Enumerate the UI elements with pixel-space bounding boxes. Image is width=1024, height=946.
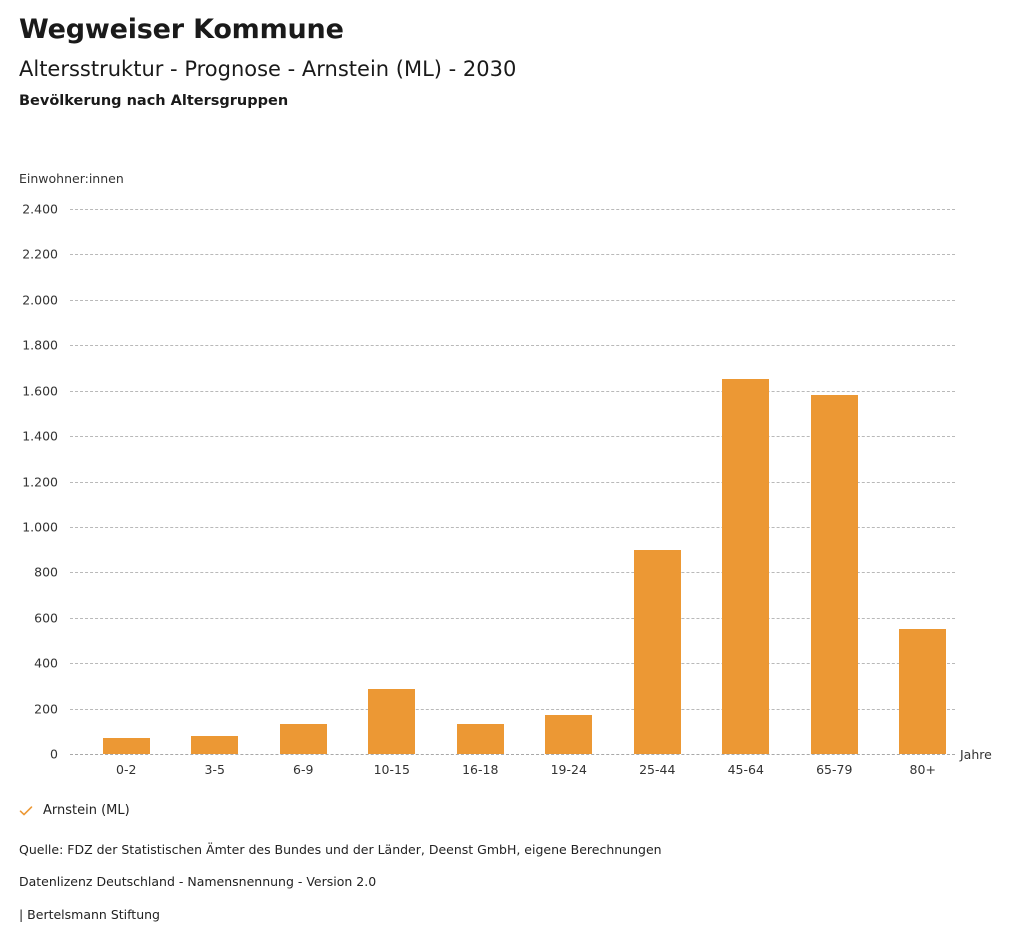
bar-80+[interactable] xyxy=(899,629,947,754)
y-axis-tick-label: 1.400 xyxy=(22,428,58,444)
bar-10-15[interactable] xyxy=(368,689,416,754)
check-icon xyxy=(19,805,33,815)
bar-3-5[interactable] xyxy=(191,735,239,754)
gridline xyxy=(70,617,955,619)
y-axis-tick-label: 1.800 xyxy=(22,337,58,353)
gridline xyxy=(70,390,955,392)
gridline xyxy=(70,481,955,483)
x-axis-tick-label: 25-44 xyxy=(639,762,676,777)
y-axis-tick-label: 1.600 xyxy=(22,383,58,399)
bar-19-24[interactable] xyxy=(545,715,593,754)
gridline xyxy=(70,345,955,347)
x-axis-tick-label: 65-79 xyxy=(816,762,853,777)
gridline xyxy=(70,209,955,210)
y-axis-unit-label: Einwohner:innen xyxy=(19,171,124,186)
y-axis-tick-label: 1.200 xyxy=(22,474,58,489)
y-axis-tick-label: 2.200 xyxy=(22,246,58,262)
x-axis-tick-label: 3-5 xyxy=(204,762,225,777)
footer-publisher: | Bertelsmann Stiftung xyxy=(19,906,160,922)
legend-item-label: Arnstein (ML) xyxy=(43,803,130,818)
gridline xyxy=(70,254,955,256)
bar-16-18[interactable] xyxy=(456,724,504,754)
page-title: Wegweiser Kommune xyxy=(19,14,344,45)
gridline xyxy=(70,572,955,574)
chart-header: Wegweiser Kommune Altersstruktur - Progn… xyxy=(19,14,979,110)
y-axis-tick-label: 0 xyxy=(50,746,58,762)
y-axis-tick-label: 1.000 xyxy=(22,519,58,535)
x-axis-tick-label: 45-64 xyxy=(727,762,764,777)
footer-source: Quelle: FDZ der Statistischen Ämter des … xyxy=(19,842,662,857)
bar-65-79[interactable] xyxy=(810,395,858,754)
x-axis-title: Jahre xyxy=(960,747,992,762)
chart-description: Bevölkerung nach Altersgruppen xyxy=(19,93,289,110)
axis-baseline xyxy=(70,754,955,755)
y-axis-tick-label: 2.000 xyxy=(22,292,58,308)
x-axis-tick-label: 6-9 xyxy=(293,762,314,777)
y-axis-tick-label: 200 xyxy=(34,701,58,717)
gridline xyxy=(70,299,955,301)
bar-6-9[interactable] xyxy=(279,724,327,754)
x-axis-tick-label: 16-18 xyxy=(462,762,499,777)
gridline xyxy=(70,708,955,710)
footer-license: Datenlizenz Deutschland - Namensnennung … xyxy=(19,874,377,890)
y-axis-tick-label: 600 xyxy=(34,610,58,626)
bar-25-44[interactable] xyxy=(633,549,681,754)
gridline xyxy=(70,526,955,528)
y-axis-tick-label: 400 xyxy=(34,655,58,671)
x-axis-tick-label: 0-2 xyxy=(116,762,137,777)
x-axis-tick-label: 80+ xyxy=(909,762,936,777)
x-axis-tick-label: 10-15 xyxy=(373,762,410,777)
chart-footer: Quelle: FDZ der Statistischen Ämter des … xyxy=(19,842,999,922)
chart-subtitle: Altersstruktur - Prognose - Arnstein (ML… xyxy=(19,57,517,82)
gridline xyxy=(70,663,955,665)
bar-45-64[interactable] xyxy=(722,379,770,754)
x-axis-tick-label: 19-24 xyxy=(550,762,587,777)
bar-chart-plot: 0 200 400 600 800 1.000 1.200 1.400 1.600 1.800 2.… xyxy=(22,201,992,778)
gridline xyxy=(70,436,955,438)
bar-0-2[interactable] xyxy=(102,738,150,754)
y-axis-tick-label: 800 xyxy=(34,564,58,580)
y-axis-tick-label: 2.400 xyxy=(22,201,58,217)
chart-legend[interactable]: Arnstein (ML) xyxy=(19,803,130,818)
